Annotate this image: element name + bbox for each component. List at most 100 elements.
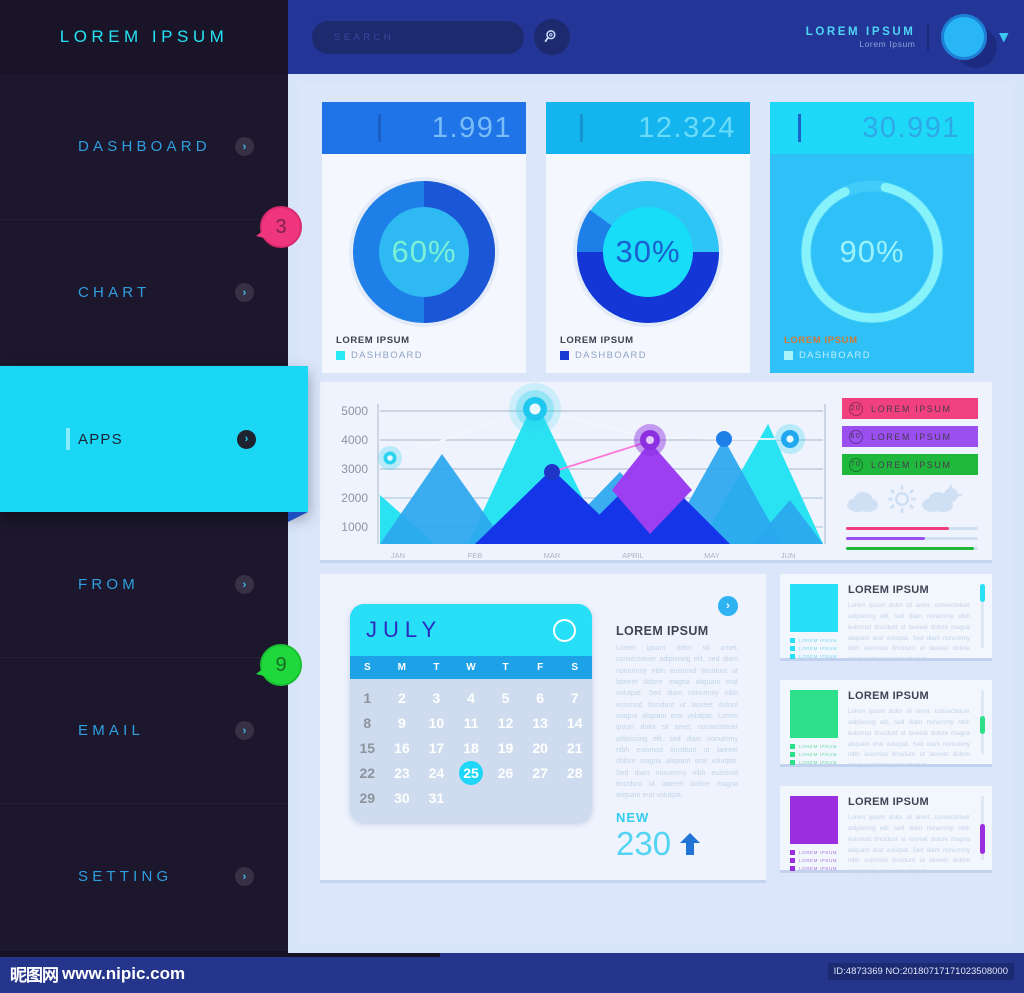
thumb-col: LOREM IPSUM LOREM IPSUM LOREM IPSUM — [790, 796, 838, 871]
calendar-day[interactable]: 16 — [394, 739, 410, 756]
calendar-day[interactable]: 28 — [566, 764, 583, 781]
calendar-day[interactable]: 25 — [454, 760, 489, 785]
legend-swatch — [784, 351, 793, 360]
chevron-right-icon[interactable]: › — [235, 721, 254, 740]
chevron-down-icon[interactable]: ▾ — [999, 27, 1008, 46]
account-area[interactable]: LOREM IPSUM Lorem Ipsum ▾ — [806, 0, 1008, 74]
calendar-day[interactable]: 13 — [532, 714, 548, 731]
chevron-right-icon[interactable]: › — [235, 283, 254, 302]
circle-icon[interactable] — [553, 618, 576, 642]
bullet-square-icon — [790, 850, 795, 855]
weekday: S — [363, 662, 371, 673]
calendar-day[interactable]: 19 — [497, 739, 514, 756]
x-tick-jun: JUN — [781, 551, 796, 560]
list-item[interactable]: LOREM IPSUM LOREM IPSUM LOREM IPSUM LORE… — [780, 680, 992, 769]
progress-bars — [842, 527, 978, 550]
donut-percent: 60% — [391, 234, 457, 269]
calendar-day[interactable]: 15 — [359, 739, 376, 756]
legend-item-60[interactable]: 60 LOREM IPSUM — [842, 426, 978, 447]
badge-count: 3 — [275, 215, 287, 238]
bullet-square-icon — [790, 638, 795, 643]
stat-card-2[interactable]: 12.324 30% LOREM IPSUM — [546, 102, 750, 373]
calendar-day[interactable]: 5 — [501, 689, 510, 706]
legend-item-70[interactable]: 70 LOREM IPSUM — [842, 454, 978, 475]
calendar-day[interactable]: 7 — [570, 689, 579, 706]
chevron-right-icon[interactable]: › — [235, 867, 254, 886]
bullet-square-icon — [790, 866, 795, 871]
legend-row: DASHBOARD — [336, 350, 423, 361]
chevron-right-icon[interactable]: › — [235, 137, 254, 156]
sidebar-item-chart[interactable]: CHART › 3 — [0, 206, 302, 366]
scrollbar-thumb[interactable] — [980, 584, 985, 602]
calendar-day[interactable]: 2 — [397, 689, 406, 706]
calendar-day[interactable]: 30 — [394, 789, 410, 806]
sidebar-item-label: SETTING — [78, 868, 173, 885]
search-button[interactable] — [534, 19, 570, 55]
stat-card-header: 12.324 — [546, 102, 750, 154]
calendar-day[interactable]: 23 — [394, 764, 410, 781]
calendar-day[interactable]: 22 — [359, 764, 376, 781]
card-text: LOREM IPSUM Lorem ipsum dolor sit amet, … — [838, 796, 982, 875]
chevron-right-icon[interactable]: › — [237, 429, 256, 449]
sidebar-item-label: EMAIL — [78, 722, 145, 739]
calendar-day[interactable]: 26 — [497, 764, 514, 781]
calendar-day[interactable]: 11 — [463, 714, 479, 731]
scrollbar-thumb[interactable] — [980, 824, 985, 854]
stat-card-1[interactable]: 1.991 60% LOREM IPSUM DASHBOARD — [322, 102, 526, 373]
calendar-day[interactable]: 9 — [397, 714, 406, 731]
calendar-day[interactable]: 20 — [532, 739, 548, 756]
avatar[interactable] — [941, 14, 988, 60]
calendar-day[interactable]: 8 — [363, 714, 372, 731]
sidebar-item-dashboard[interactable]: DASHBOARD › — [0, 74, 288, 220]
bullet-label: LOREM IPSUM — [799, 760, 838, 765]
y-tick-2000: 2000 — [341, 491, 368, 505]
sidebar-item-apps[interactable]: APPS › — [0, 366, 308, 522]
chevron-right-icon[interactable]: › — [718, 596, 738, 616]
list-item[interactable]: LOREM IPSUM LOREM IPSUM LOREM IPSUM LORE… — [780, 786, 992, 875]
card-body: Lorem ipsum dolor sit amet, consectetuer… — [848, 602, 970, 664]
calendar-widget[interactable]: JULY S M T W T F S 1 2 3 4 5 6 7 8 9 10 11 12 13 14 15… — [350, 604, 592, 822]
y-tick-4000: 4000 — [341, 433, 368, 447]
list-item-bullet: LOREM IPSUM — [790, 752, 838, 757]
stat-card-3[interactable]: 30.991 90% LOREM IPSUM DASHBOARD — [770, 102, 974, 373]
bullet-label: LOREM IPSUM — [799, 638, 838, 643]
scrollbar-thumb[interactable] — [980, 716, 985, 734]
calendar-panel: JULY S M T W T F S 1 2 3 4 5 6 7 8 9 10 11 12 13 14 15… — [320, 574, 766, 880]
sidebar-item-setting[interactable]: SETTING › — [0, 804, 288, 950]
stat-value: 12.324 — [638, 111, 736, 144]
calendar-day[interactable]: 31 — [428, 789, 445, 806]
sidebar-item-label: DASHBOARD — [78, 138, 211, 155]
calendar-day[interactable]: 27 — [532, 764, 548, 781]
weekday: M — [397, 662, 407, 673]
calendar-day[interactable]: 6 — [536, 689, 545, 706]
calendar-day[interactable]: 17 — [428, 739, 445, 756]
legend-row: DASHBOARD — [784, 350, 871, 361]
weekday: W — [466, 662, 476, 673]
sidebar-item-email[interactable]: EMAIL › 9 — [0, 644, 302, 804]
thumb-col: LOREM IPSUM LOREM IPSUM LOREM IPSUM — [790, 584, 838, 659]
calendar-day[interactable]: 29 — [359, 789, 376, 806]
side-cards: LOREM IPSUM LOREM IPSUM LOREM IPSUM LORE… — [780, 574, 992, 892]
calendar-day[interactable]: 24 — [428, 764, 445, 781]
legend-title: LOREM IPSUM — [336, 335, 410, 346]
legend-item-20[interactable]: 20 LOREM IPSUM — [842, 398, 978, 419]
calendar-month: JULY — [366, 617, 443, 642]
list-item[interactable]: LOREM IPSUM LOREM IPSUM LOREM IPSUM LORE… — [780, 574, 992, 663]
chevron-right-icon[interactable]: › — [235, 575, 254, 594]
sidebar-item-from[interactable]: FROM › — [0, 512, 288, 658]
calendar-day[interactable]: 1 — [363, 689, 372, 706]
calendar-day[interactable]: 4 — [467, 689, 475, 706]
calendar-day[interactable]: 12 — [497, 714, 514, 731]
scrollbar[interactable] — [980, 584, 985, 648]
weekday: T — [502, 662, 509, 673]
calendar-day[interactable]: 14 — [566, 714, 583, 731]
scrollbar[interactable] — [980, 690, 985, 754]
x-tick-feb: FEB — [468, 551, 483, 560]
calendar-day[interactable]: 18 — [463, 739, 479, 756]
calendar-day[interactable]: 3 — [432, 689, 441, 706]
search-input[interactable]: SEARCH — [312, 20, 524, 54]
calendar-day[interactable]: 10 — [428, 714, 445, 731]
calendar-day[interactable]: 21 — [566, 739, 583, 756]
scrollbar[interactable] — [980, 796, 985, 860]
calendar-day-grid[interactable]: 1 2 3 4 5 6 7 8 9 10 11 12 13 14 15 16 17 18 19 20 21 22 23 24 2… — [350, 679, 592, 822]
